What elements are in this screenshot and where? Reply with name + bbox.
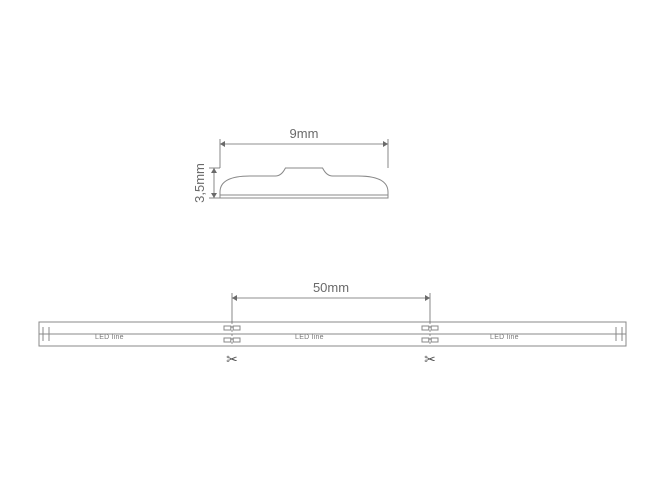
width-dimension-label: 9mm [290,126,319,141]
solder-pad [422,338,429,342]
brand-label: LED line [95,334,124,341]
brand-label: LED line [295,334,324,341]
solder-pad [431,338,438,342]
solder-pad [233,338,240,342]
brand-label: LED line [490,334,519,341]
solder-pad [224,326,231,330]
profile-cross-section: 9mm 3,5mm [192,126,388,203]
span-dimension-label: 50mm [313,280,349,295]
solder-pad [422,326,429,330]
profile-outline [220,168,388,198]
scissors-icon: ✂ [226,351,238,367]
solder-pad [233,326,240,330]
scissors-icon: ✂ [424,351,436,367]
height-dimension-label: 3,5mm [192,163,207,203]
solder-pad [224,338,231,342]
solder-pad [431,326,438,330]
led-strip-plan-view: ✂ ✂ LED line LED line LED line 50mm [39,280,626,367]
